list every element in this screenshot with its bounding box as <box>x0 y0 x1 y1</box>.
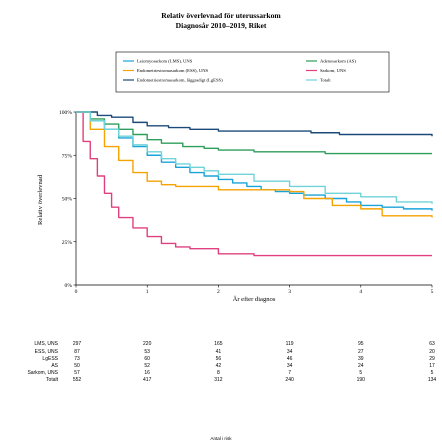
x-tick-label: 4 <box>359 289 362 295</box>
risk-table-title: Antal i risk <box>210 436 232 441</box>
risk-cell: 165 <box>214 341 223 347</box>
risk-cell: 17 <box>429 363 435 369</box>
chart-subtitle: Diagnosår 2010–2019, Riket <box>176 21 267 30</box>
risk-cell: 27 <box>358 349 364 355</box>
x-axis-label: År efter diagnos <box>233 295 276 303</box>
risk-cell: 41 <box>216 349 222 355</box>
risk-cell: 39 <box>358 356 364 362</box>
risk-cell: 134 <box>428 377 437 383</box>
risk-row-label: Totalt <box>46 377 59 383</box>
risk-row-label: Sarkom, UNS <box>27 370 58 376</box>
legend-label: Leiomyosarkom (LMS), UNS <box>137 59 193 65</box>
risk-cell: 42 <box>216 363 222 369</box>
risk-cell: 24 <box>358 363 364 369</box>
risk-row-label: LMS, UNS <box>34 341 58 347</box>
y-tick-label: 25% <box>62 240 73 246</box>
risk-cell: 73 <box>74 356 80 362</box>
y-tick-label: 75% <box>62 153 73 159</box>
legend-box <box>115 51 390 93</box>
risk-cell: 16 <box>144 370 150 376</box>
risk-cell: 240 <box>285 377 294 383</box>
plot-area: 0% 25% 50% 75% 100% 0 1 2 3 4 5 <box>59 110 434 295</box>
risk-cell: 5 <box>431 370 434 376</box>
risk-cell: 50 <box>74 363 80 369</box>
risk-cell: 20 <box>429 349 435 355</box>
series-line-4 <box>76 111 432 257</box>
x-tick-label: 0 <box>75 289 78 295</box>
risk-cell: 312 <box>214 377 223 383</box>
risk-cell: 190 <box>357 377 366 383</box>
risk-cell: 53 <box>144 349 150 355</box>
risk-cell: 297 <box>73 341 82 347</box>
y-tick-label: 100% <box>59 110 72 116</box>
risk-cell: 7 <box>288 370 291 376</box>
risk-row-label: ESS, UNS <box>35 349 59 355</box>
risk-cell: 119 <box>286 341 294 347</box>
risk-row-label: LgESS <box>42 356 58 362</box>
x-tick-label: 5 <box>431 289 434 295</box>
chart-title: Relativ överlevnad för uterussarkom <box>161 11 281 20</box>
risk-cell: 552 <box>73 377 82 383</box>
series-line-1 <box>76 111 433 218</box>
legend-label: Endometriestromasarkom, låggradigt (LgES… <box>137 78 223 84</box>
risk-cell: 57 <box>74 370 80 376</box>
risk-cell: 87 <box>74 349 80 355</box>
y-axis-label: Relativ överlevnad <box>37 174 44 225</box>
x-tick-label: 2 <box>217 289 220 295</box>
risk-cell: 8 <box>217 370 220 376</box>
x-tick-label: 1 <box>146 289 149 295</box>
risk-cell: 52 <box>144 363 150 369</box>
series-line-3 <box>76 111 432 155</box>
y-tick-label: 50% <box>62 197 73 203</box>
risk-cell: 46 <box>287 356 293 362</box>
risk-cell: 60 <box>144 356 150 362</box>
risk-cell: 29 <box>429 356 435 362</box>
legend-label: Adenosarkom (AS) <box>320 59 356 64</box>
legend-label: Sarkom, UNS <box>320 68 346 74</box>
risk-cell: 95 <box>358 341 364 347</box>
risk-cell: 56 <box>216 356 222 362</box>
x-tick-label: 3 <box>288 289 291 295</box>
legend: Leiomyosarkom (LMS), UNS Endometriestroma… <box>115 51 390 93</box>
series-line-5 <box>76 111 433 204</box>
series-line-0 <box>76 111 433 211</box>
y-tick-label: 0% <box>65 283 73 289</box>
risk-cell: 220 <box>143 341 152 347</box>
legend-label: Totalt <box>320 78 331 83</box>
series-line-2 <box>76 111 433 137</box>
risk-cell: 417 <box>143 377 152 383</box>
risk-cell: 63 <box>429 341 435 347</box>
risk-cell: 34 <box>287 349 293 355</box>
risk-cell: 34 <box>287 363 293 369</box>
risk-row-label: AS <box>51 363 58 369</box>
risk-cell: 5 <box>359 370 362 376</box>
legend-label: Endometriestromasarkom (ESS), UNS <box>137 68 209 74</box>
